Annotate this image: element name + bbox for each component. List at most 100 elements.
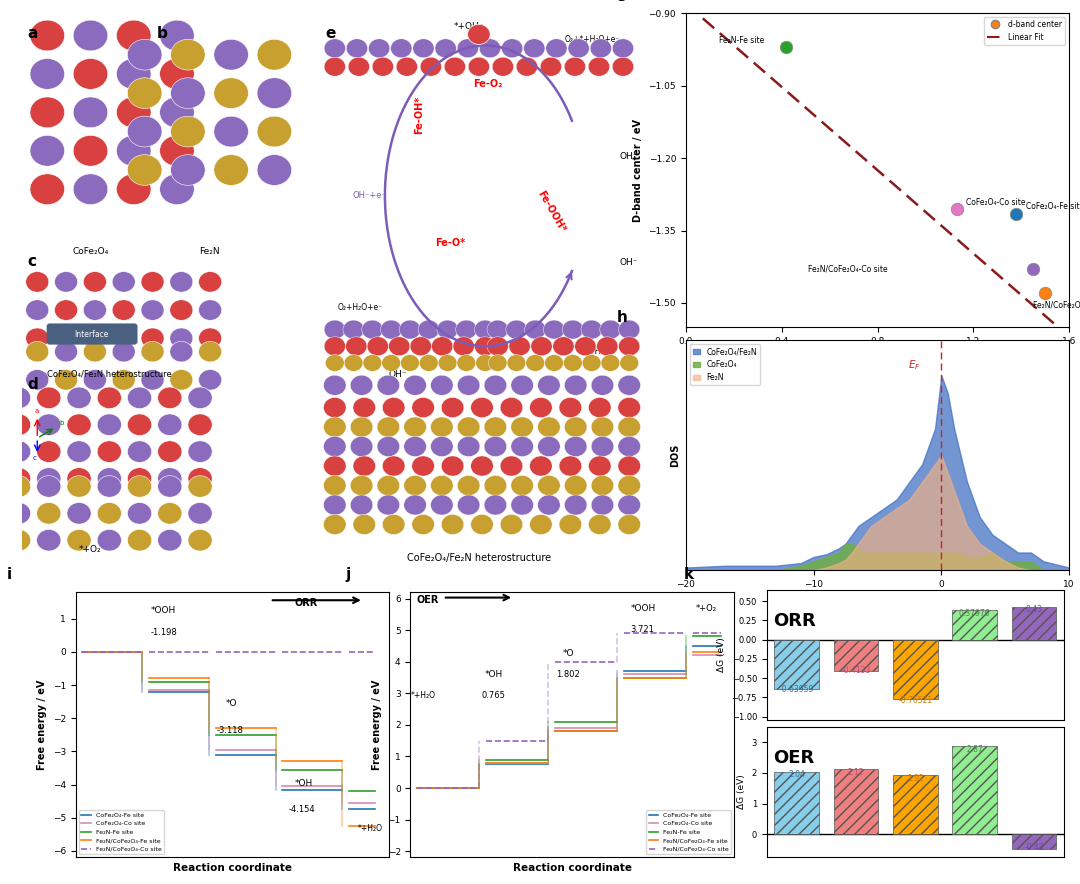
Circle shape	[214, 78, 248, 109]
Text: 2.04: 2.04	[788, 770, 805, 779]
Circle shape	[524, 39, 545, 57]
Circle shape	[413, 39, 434, 57]
Circle shape	[600, 354, 620, 371]
Circle shape	[67, 476, 91, 497]
Circle shape	[199, 341, 221, 362]
Circle shape	[511, 476, 534, 496]
Circle shape	[396, 57, 418, 76]
Text: 2.87: 2.87	[967, 744, 983, 753]
Circle shape	[158, 441, 181, 462]
Circle shape	[73, 20, 108, 51]
Circle shape	[97, 530, 121, 551]
Circle shape	[170, 271, 193, 292]
Circle shape	[564, 57, 585, 76]
Circle shape	[73, 58, 108, 89]
Text: *OH: *OH	[485, 670, 503, 679]
Circle shape	[618, 495, 640, 515]
Circle shape	[6, 530, 30, 551]
Text: *+O₂: *+O₂	[696, 604, 716, 613]
Circle shape	[0, 341, 19, 362]
Circle shape	[97, 476, 121, 497]
Circle shape	[471, 398, 494, 417]
Circle shape	[589, 398, 611, 417]
Text: $E_F$: $E_F$	[908, 358, 921, 371]
Circle shape	[442, 456, 463, 476]
Circle shape	[475, 354, 495, 371]
Circle shape	[127, 503, 151, 524]
Circle shape	[382, 398, 405, 417]
Circle shape	[618, 398, 640, 417]
Circle shape	[511, 375, 534, 395]
Circle shape	[158, 476, 181, 497]
Circle shape	[324, 476, 346, 496]
Circle shape	[83, 328, 107, 348]
Circle shape	[30, 97, 65, 127]
Legend: CoFe₂O₄-Fe site, CoFe₂O₄-Co site, Fe₂N-Fe site, Fe₂N/CoFe₂O₄-Fe site, Fe₂N/CoFe₂: CoFe₂O₄-Fe site, CoFe₂O₄-Co site, Fe₂N-F…	[646, 810, 731, 854]
Circle shape	[538, 417, 561, 437]
Circle shape	[97, 503, 121, 524]
Circle shape	[6, 503, 30, 524]
Text: Fe₂N/CoFe₂O₄-Fe site: Fe₂N/CoFe₂O₄-Fe site	[1034, 301, 1080, 309]
Text: 1.92: 1.92	[907, 774, 923, 782]
Circle shape	[158, 530, 181, 551]
Text: CoFe₂O₄: CoFe₂O₄	[72, 248, 109, 256]
Circle shape	[404, 495, 427, 515]
Circle shape	[0, 271, 19, 292]
Text: *O: *O	[563, 649, 575, 658]
Circle shape	[127, 468, 151, 489]
Circle shape	[67, 441, 91, 462]
Circle shape	[171, 116, 205, 147]
Circle shape	[559, 514, 582, 535]
Circle shape	[0, 174, 22, 204]
Circle shape	[127, 155, 162, 186]
Circle shape	[127, 441, 151, 462]
Circle shape	[457, 354, 475, 371]
Bar	[893, 775, 937, 834]
Circle shape	[500, 514, 523, 535]
Circle shape	[457, 417, 480, 437]
Circle shape	[6, 387, 30, 408]
Legend: CoFe₂O₄-Fe site, CoFe₂O₄-Co site, Fe₂N-Fe site, Fe₂N/CoFe₂O₄-Fe site, Fe₂N/CoFe₂: CoFe₂O₄-Fe site, CoFe₂O₄-Co site, Fe₂N-F…	[79, 810, 164, 854]
Circle shape	[471, 456, 494, 476]
Text: -0.4133: -0.4133	[841, 667, 870, 675]
Text: OER: OER	[417, 595, 440, 605]
Circle shape	[83, 370, 107, 390]
Text: 2.12: 2.12	[848, 767, 864, 776]
Circle shape	[37, 414, 60, 436]
Text: a: a	[35, 408, 39, 414]
Text: Fe₂N/CoFe₂O₄-Co site: Fe₂N/CoFe₂O₄-Co site	[808, 264, 888, 273]
Circle shape	[484, 417, 507, 437]
Circle shape	[347, 39, 367, 57]
Text: *OOH: *OOH	[631, 604, 656, 613]
Circle shape	[117, 20, 151, 51]
Circle shape	[37, 441, 60, 462]
Legend: CoFe₂O₄/Fe₂N, CoFe₂O₄, Fe₂N: CoFe₂O₄/Fe₂N, CoFe₂O₄, Fe₂N	[690, 344, 760, 385]
Text: CoFe₂O₄-Co site: CoFe₂O₄-Co site	[967, 198, 1026, 207]
Circle shape	[158, 387, 181, 408]
Text: *OH: *OH	[295, 779, 313, 788]
Circle shape	[545, 39, 567, 57]
Text: Fe₂N: Fe₂N	[199, 248, 220, 256]
Bar	[774, 772, 819, 834]
Circle shape	[324, 417, 346, 437]
Circle shape	[431, 476, 454, 496]
Circle shape	[160, 174, 194, 204]
Circle shape	[257, 40, 292, 70]
Text: d: d	[28, 377, 39, 392]
Circle shape	[431, 495, 454, 515]
Text: j: j	[346, 567, 351, 582]
Circle shape	[171, 40, 205, 70]
Circle shape	[565, 437, 586, 456]
Text: CoFe₂O₄-Fe site: CoFe₂O₄-Fe site	[1026, 202, 1080, 210]
Circle shape	[73, 135, 108, 166]
Circle shape	[188, 476, 212, 497]
Circle shape	[618, 437, 640, 456]
Circle shape	[0, 328, 19, 348]
Circle shape	[538, 495, 561, 515]
Circle shape	[401, 354, 419, 371]
Circle shape	[488, 354, 508, 371]
FancyBboxPatch shape	[46, 324, 137, 345]
Circle shape	[612, 39, 634, 57]
Circle shape	[112, 300, 135, 320]
Circle shape	[67, 530, 91, 551]
